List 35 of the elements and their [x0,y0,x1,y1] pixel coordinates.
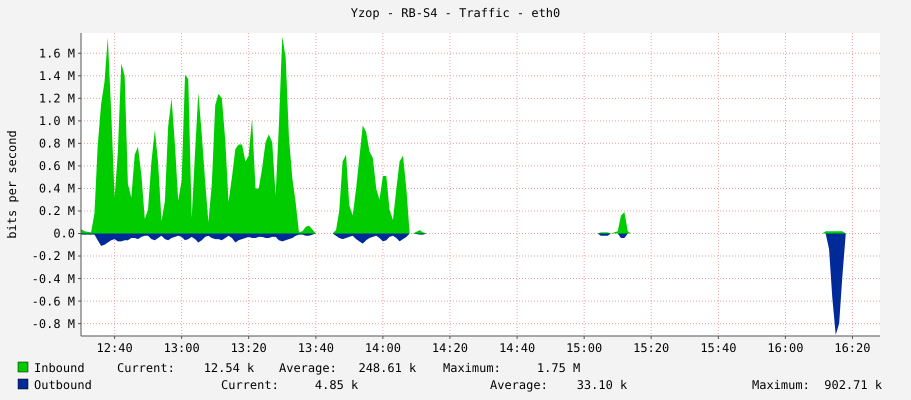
y-tick-label: -0.8 M [32,316,75,331]
legend-label: Outbound [34,378,92,392]
y-tick-label: 0.4 M [38,182,75,196]
chart-title: Yzop - RB-S4 - Traffic - eth0 [350,6,560,20]
y-tick-label: -0.2 M [32,249,75,264]
x-tick-label: 14:40 [499,341,536,355]
x-tick-label: 14:00 [364,341,401,355]
legend-label: Inbound [34,361,85,375]
y-tick-label: 0.0 [53,226,75,241]
text: Average: 248.61 k [279,361,418,375]
y-tick-label: 1.4 M [38,69,75,84]
text: Average: 33.10 k [490,378,628,392]
text: Maximum: 902.71 k [752,378,883,392]
text: Maximum: 1.75 M [443,361,580,375]
y-tick-label: -0.6 M [32,294,75,308]
y-tick-label: 0.8 M [38,136,75,151]
x-tick-label: 12:40 [96,341,133,355]
x-tick-label: 13:00 [164,341,200,355]
x-tick-label: 15:20 [633,341,670,355]
x-tick-label: 16:00 [767,341,804,355]
y-tick-label: 0.2 M [38,204,75,218]
y-tick-label: 1.0 M [38,114,75,128]
x-tick-label: 16:20 [834,341,870,355]
x-tick-label: 13:40 [298,341,334,355]
y-tick-label: 1.2 M [38,92,75,106]
y-tick-label: 0.6 M [38,159,75,174]
text: Current: 4.85 k [221,378,360,392]
y-tick-label: -0.4 M [32,272,75,286]
y-tick-label: 1.6 M [38,46,75,60]
x-tick-label: 14:20 [432,341,468,355]
x-tick-label: 13:20 [230,341,267,355]
text: Current: 12.54 k [117,361,256,375]
y-axis-title: bits per second [5,130,19,239]
x-tick-label: 15:00 [566,341,602,355]
x-tick-label: 15:40 [700,341,736,355]
